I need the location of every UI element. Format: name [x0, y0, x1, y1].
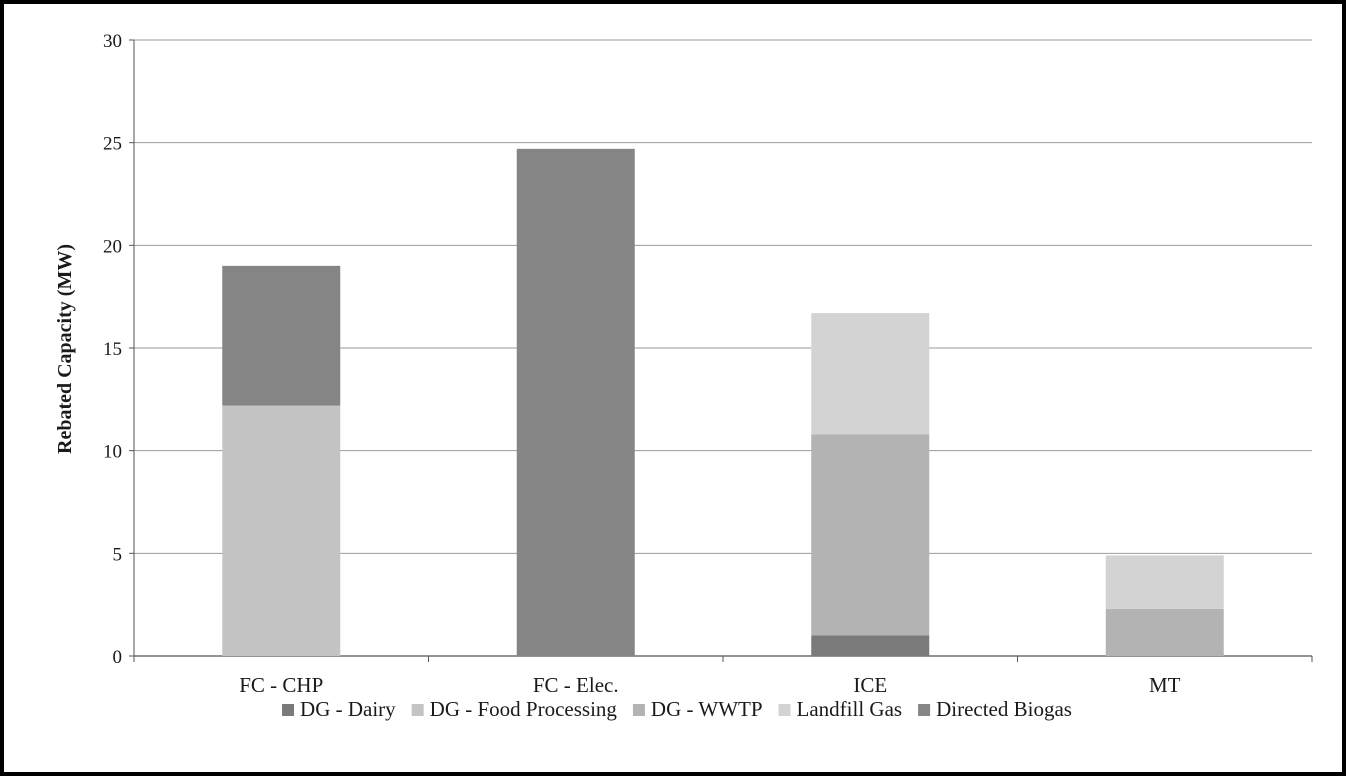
- bar-segment: [1105, 555, 1224, 609]
- legend-swatch: [778, 704, 791, 716]
- legend-label: Landfill Gas: [797, 697, 903, 721]
- x-tick-labels: FC - CHP FC - Elec. ICE MT: [239, 673, 1180, 697]
- y-tick-labels: 0 5 10 15 20 25 30: [103, 31, 122, 668]
- legend-swatch: [411, 704, 424, 716]
- x-tick-label: FC - Elec.: [533, 673, 619, 697]
- bar-segment: [222, 405, 341, 656]
- legend: DG - Dairy DG - Food Processing DG - WWTP L…: [282, 697, 1072, 721]
- legend-label: DG - WWTP: [651, 697, 763, 721]
- y-tick-label: 15: [103, 339, 122, 360]
- x-tick-label: ICE: [853, 673, 887, 697]
- x-tick-label: MT: [1149, 673, 1181, 697]
- legend-label: DG - Dairy: [300, 697, 396, 721]
- y-axis-label: Rebated Capacity (MW): [54, 244, 76, 454]
- legend-label: DG - Food Processing: [430, 697, 618, 721]
- bar-segment: [811, 635, 930, 656]
- stacked-bar-chart: 0 5 10 15 20 25 30 FC - CHP FC - Elec. ICE MT Reb…: [54, 31, 1313, 721]
- bar-segment: [1105, 608, 1224, 656]
- y-tick-label: 20: [103, 236, 122, 257]
- bar-segment: [811, 434, 930, 636]
- bar-segment: [516, 148, 635, 656]
- bars: [222, 148, 1224, 656]
- x-tick-label: FC - CHP: [239, 673, 323, 697]
- legend-swatch: [282, 704, 295, 716]
- y-tick-label: 5: [113, 544, 123, 565]
- y-tick-label: 30: [103, 31, 122, 52]
- legend-label: Directed Biogas: [936, 697, 1072, 721]
- y-tick-label: 25: [103, 134, 122, 155]
- bar-segment: [222, 265, 341, 406]
- bar-segment: [811, 313, 930, 435]
- y-tick-label: 10: [103, 442, 122, 463]
- y-tick-label: 0: [113, 647, 123, 668]
- legend-swatch: [632, 704, 645, 716]
- legend-swatch: [918, 704, 931, 716]
